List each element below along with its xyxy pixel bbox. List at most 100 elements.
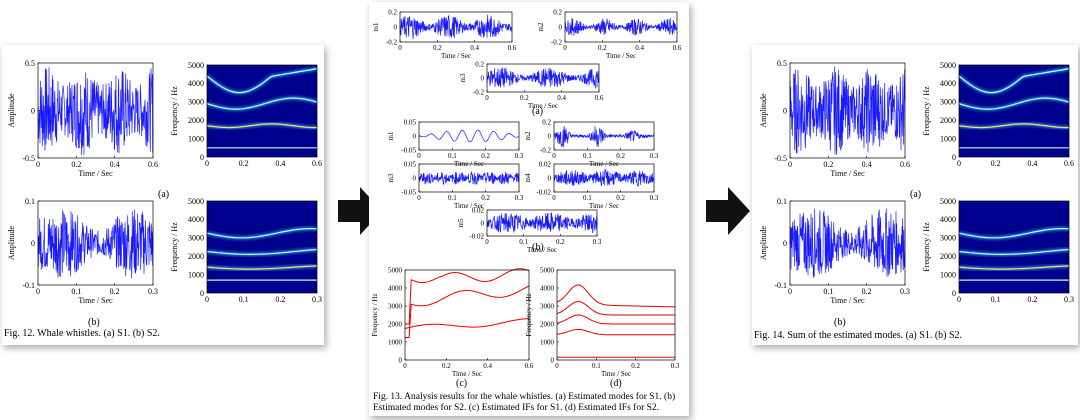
x-axis-label: Time / Sec	[589, 202, 619, 210]
y-tick-label: 0.2	[475, 60, 484, 68]
fig12-top-right-plot: 5000 4000 3000 2000 1000 00 0.2 0.4 0.6 Frequency…	[170, 61, 322, 168]
axes-frame	[404, 269, 530, 361]
if-curve	[556, 328, 675, 336]
y-tick-label: 1000	[188, 134, 204, 143]
y-tick-label: 0	[413, 174, 417, 182]
x-axis-label: Time / Sec	[830, 169, 865, 178]
fig13-label-a: (a)	[532, 106, 544, 117]
x-tick-label: 0.6	[673, 44, 682, 52]
y-tick-label: -0.2	[551, 38, 563, 46]
y-tick-label: 3000	[540, 302, 555, 310]
if-curve	[404, 318, 530, 329]
y-axis-label: Amplitude	[759, 225, 768, 260]
fig12-label-a: (a)	[158, 189, 170, 200]
x-tick-label: 0.2	[616, 152, 625, 160]
y-tick-label: 0	[481, 74, 485, 82]
x-tick-label: 0.6	[595, 94, 604, 102]
y-axis-label: Frequency / Hz	[170, 222, 179, 272]
y-tick-label: -0.5	[774, 154, 787, 163]
x-tick-label: 0.2	[275, 295, 285, 304]
x-axis-label: Time / Sec	[601, 370, 631, 378]
x-tick-label: 0.2	[71, 160, 81, 169]
axes-frame	[553, 121, 655, 151]
x-tick-label: 0.3	[312, 295, 322, 304]
y-tick-label: 5000	[540, 266, 555, 274]
fig14-bottom-right-plot: 5000 4000 3000 2000 1000 00 0.1 0.2 0.3 Frequency…	[922, 197, 1074, 304]
fig14-label-a: (a)	[910, 189, 922, 200]
x-tick-label: 0.1	[592, 362, 601, 370]
y-tick-label: 4000	[940, 215, 956, 224]
x-tick-label: 0.6	[148, 160, 158, 169]
fig12-panel: 0.5 0 -0.5 0 0.2 0.4 0.6 Amplitude Time / Sec 50…	[2, 45, 324, 345]
axes-frame	[418, 163, 520, 193]
x-tick-label: 0.1	[239, 295, 249, 304]
fig12-caption: Fig. 12. Whale whistles. (a) S1. (b) S2.	[4, 328, 160, 339]
y-axis-label: m3	[387, 173, 395, 182]
y-tick-label: 4000	[188, 215, 204, 224]
y-axis-label: Frequency / Hz	[170, 86, 179, 136]
ridge-line	[206, 265, 318, 270]
x-tick-label: 0.3	[593, 238, 602, 246]
x-tick-label: 0.6	[508, 44, 517, 52]
if-curve	[556, 314, 675, 325]
y-tick-label: 2000	[388, 320, 403, 328]
x-tick-label: 0	[552, 152, 556, 160]
x-tick-label: 0.4	[110, 160, 120, 169]
y-tick-label: 0	[559, 23, 563, 31]
x-tick-label: 0.4	[1027, 159, 1037, 168]
y-tick-label: 2000	[540, 320, 555, 328]
axes-frame	[556, 269, 676, 361]
x-tick-label: 0.1	[583, 194, 592, 202]
y-tick-label: 5000	[388, 266, 403, 274]
y-axis-label: Frequency / Hz	[525, 293, 533, 336]
if-curve	[556, 300, 675, 316]
y-tick-label: 0	[783, 106, 787, 115]
y-axis-label: Frequency / Hz	[922, 86, 931, 136]
ridge-line	[958, 97, 1070, 110]
y-tick-label: -0.2	[386, 38, 398, 46]
y-tick-label: 0	[952, 153, 956, 162]
axes-frame	[206, 64, 318, 158]
y-tick-label: 3000	[940, 98, 956, 107]
y-tick-label: 3000	[940, 234, 956, 243]
waveform-trace	[486, 67, 600, 89]
if-curve	[405, 285, 530, 338]
y-tick-label: 0.5	[25, 59, 35, 68]
y-tick-label: 2000	[940, 252, 956, 261]
x-tick-label: 0.1	[448, 194, 457, 202]
y-tick-label: 2000	[188, 116, 204, 125]
waveform-trace	[486, 212, 598, 234]
y-tick-label: 3000	[188, 98, 204, 107]
y-axis-label: m4	[524, 173, 532, 182]
fig12-bottom-right-plot: 5000 4000 3000 2000 1000 00 0.1 0.2 0.3 Frequency…	[170, 197, 322, 304]
y-axis-label: m5	[457, 218, 465, 227]
x-tick-label: 0	[957, 159, 961, 168]
fig13-caption-line1: Fig. 13. Analysis results for the whale …	[373, 392, 676, 402]
y-tick-label: 2000	[940, 116, 956, 125]
y-tick-label: -0.5	[22, 154, 35, 163]
x-tick-label: 0.4	[470, 44, 479, 52]
y-tick-label: 0.1	[25, 197, 35, 206]
y-tick-label: 0	[551, 356, 555, 364]
x-tick-label: 0	[417, 152, 421, 160]
y-tick-label: 4000	[940, 79, 956, 88]
y-tick-label: -0.2	[473, 88, 485, 96]
fig12-label-b: (b)	[88, 317, 100, 328]
spectrogram-background	[959, 65, 1069, 157]
x-tick-label: 0.2	[481, 194, 490, 202]
spectrogram-background	[207, 65, 317, 157]
y-tick-label: -0.1	[774, 281, 787, 290]
x-tick-label: 0	[555, 362, 559, 370]
x-axis-label: Time / Sec	[606, 52, 636, 60]
ridge-line	[206, 248, 318, 255]
x-tick-label: 0	[205, 295, 209, 304]
ridge-line	[206, 68, 318, 94]
x-tick-label: 0.3	[650, 152, 659, 160]
ridge-line	[958, 228, 1070, 239]
y-tick-label: -0.02	[536, 188, 551, 196]
x-tick-label: 0	[205, 159, 209, 168]
